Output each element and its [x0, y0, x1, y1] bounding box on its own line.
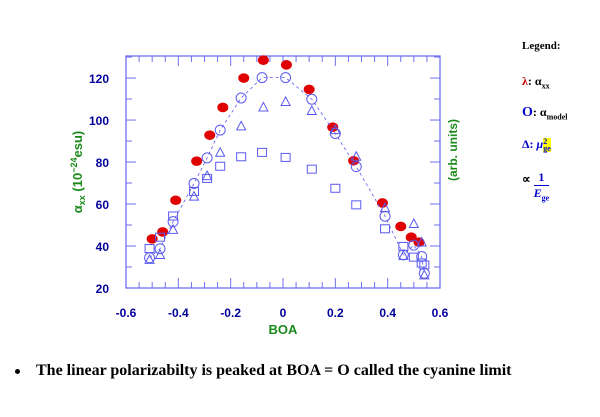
- data-point-inverse-energy: [280, 152, 291, 162]
- data-point-inverse-energy: [236, 152, 247, 162]
- data-point-alpha-model: [350, 161, 362, 173]
- y-tick-label: 40: [96, 240, 110, 254]
- data-point-inverse-energy: [257, 147, 268, 157]
- data-point-mu-ge: [408, 217, 420, 228]
- data-point-alpha-model: [256, 72, 268, 84]
- data-point-inverse-energy: [419, 260, 430, 270]
- x-tick-label: 0: [280, 306, 287, 320]
- data-point-inverse-energy: [398, 241, 409, 251]
- legend-item-inverse-energy: ∝ 1 Ege: [522, 170, 550, 203]
- x-tick-label: 0.4: [379, 306, 396, 320]
- data-point-inverse-energy: [155, 232, 166, 242]
- data-point-mu-ge: [201, 170, 213, 181]
- data-point-alpha-model: [306, 93, 318, 105]
- data-point-inverse-energy: [189, 186, 200, 196]
- data-point-alpha-model: [167, 216, 179, 228]
- data-point-inverse-energy: [202, 173, 213, 183]
- data-point-mu-ge: [330, 124, 341, 135]
- data-point-alpha-model: [154, 243, 166, 255]
- data-point-alpha-xx: [217, 102, 229, 113]
- bullet-text: The linear polarizabilty is peaked at BO…: [12, 362, 600, 380]
- x-tick-label: -0.6: [116, 306, 137, 320]
- x-tick-label: -0.4: [168, 306, 189, 320]
- chart: -0.6 -0.4 -0.2 0 0.2 0.4 0.6 20 40 60 80 100 120 BOA…: [69, 55, 460, 337]
- data-point-alpha-model: [235, 92, 247, 104]
- model-dashed-line: [149, 77, 425, 274]
- data-point-inverse-energy: [306, 164, 317, 174]
- data-point-inverse-energy: [380, 224, 391, 234]
- y-tick-label: 100: [89, 114, 109, 128]
- y-tick-label: 60: [96, 198, 110, 212]
- data-point-inverse-energy: [215, 161, 226, 171]
- data-point-alpha-model: [280, 72, 292, 84]
- data-point-alpha-xx: [238, 73, 250, 83]
- data-point-inverse-energy: [408, 252, 419, 262]
- y-tick-label: 20: [96, 282, 110, 296]
- x-tick-label: -0.2: [220, 306, 241, 320]
- data-point-mu-ge: [258, 101, 269, 112]
- data-point-alpha-model: [418, 267, 430, 279]
- data-point-alpha-model: [416, 251, 428, 263]
- data-point-mu-ge: [306, 104, 318, 116]
- data-point-mu-ge: [398, 249, 409, 260]
- y-tick-label: 120: [89, 72, 109, 86]
- data-point-alpha-xx: [204, 130, 216, 140]
- y-tick-label: 80: [96, 156, 110, 170]
- legend-item-alpha-model: O: αmodel: [522, 105, 568, 122]
- data-point-alpha-xx: [191, 156, 203, 166]
- data-point-mu-ge: [235, 120, 247, 131]
- data-point-alpha-xx: [146, 234, 158, 244]
- data-point-alpha-xx: [395, 221, 407, 232]
- data-point-inverse-energy: [144, 244, 155, 254]
- data-point-alpha-model: [201, 152, 213, 164]
- x-axis-label: BOA: [269, 322, 299, 337]
- data-point-alpha-xx: [170, 195, 182, 206]
- y-axis-right-label: (arb. units): [446, 119, 460, 181]
- data-point-inverse-energy: [168, 211, 179, 221]
- bullet-icon: [15, 369, 20, 374]
- data-point-alpha-model: [408, 239, 420, 251]
- data-point-alpha-xx: [280, 60, 292, 70]
- data-point-alpha-xx: [405, 232, 417, 242]
- data-point-alpha-xx: [303, 84, 315, 95]
- legend-item-mu-ge: Δ: μ 2 ge: [522, 137, 551, 153]
- data-point-alpha-xx: [376, 198, 388, 208]
- data-point-alpha-model: [188, 177, 200, 189]
- data-point-mu-ge: [144, 253, 155, 264]
- data-point-alpha-xx: [157, 227, 169, 237]
- data-point-inverse-energy: [330, 183, 341, 193]
- legend-title: Legend:: [522, 40, 561, 52]
- data-point-mu-ge: [154, 248, 166, 260]
- x-tick-label: 0.2: [327, 306, 344, 320]
- data-point-alpha-xx: [257, 55, 269, 65]
- plot-frame: [125, 55, 441, 289]
- data-point-mu-ge: [379, 202, 391, 213]
- data-point-inverse-energy: [351, 200, 362, 210]
- x-tick-label: 0.6: [432, 306, 449, 320]
- legend-item-alpha-xx: λ: αxx: [522, 74, 550, 91]
- data-point-mu-ge: [280, 95, 291, 106]
- data-point-mu-ge: [214, 146, 226, 157]
- data-point-alpha-model: [379, 210, 391, 222]
- data-point-inverse-energy: [416, 258, 427, 268]
- data-point-mu-ge: [416, 236, 428, 247]
- data-point-mu-ge: [167, 223, 179, 234]
- data-point-mu-ge: [350, 150, 362, 161]
- data-point-alpha-model: [329, 127, 341, 139]
- data-point-mu-ge: [418, 269, 430, 280]
- data-point-alpha-model: [214, 124, 226, 136]
- y-axis-label: αxx (10−24esu): [69, 131, 87, 213]
